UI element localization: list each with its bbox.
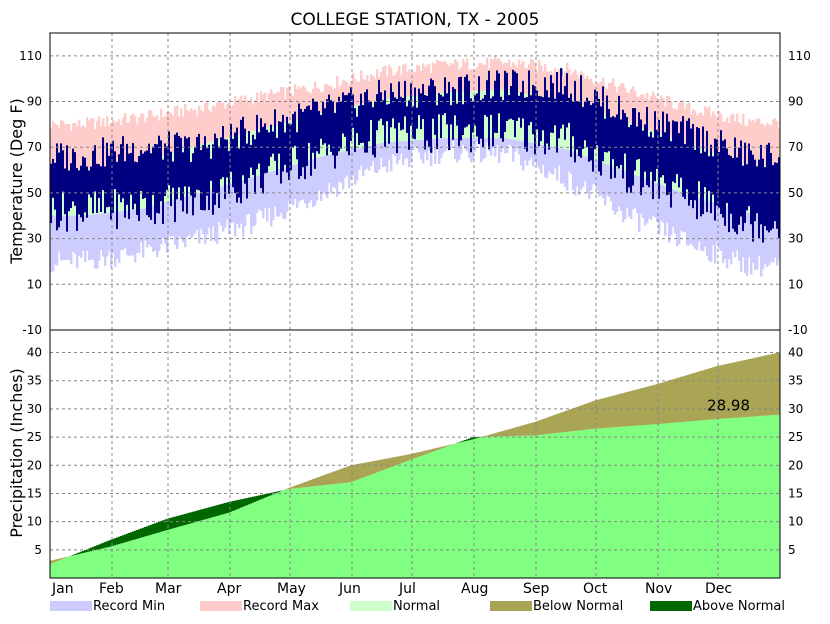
precip-tick-label-right: 15 <box>788 486 803 500</box>
precip-tick-label-left: 20 <box>27 458 42 472</box>
temp-tick-label-right: 50 <box>788 186 803 200</box>
legend-swatch <box>650 601 692 611</box>
month-label: Jan <box>51 581 74 597</box>
precip-tick-label-right: 35 <box>788 374 803 388</box>
temp-tick-label-left: 30 <box>27 232 42 246</box>
precip-tick-label-right: 40 <box>788 346 803 360</box>
legend-swatch <box>350 601 392 611</box>
precip-tick-label-left: 30 <box>27 402 42 416</box>
precip-tick-label-left: 5 <box>34 543 42 557</box>
precipitation-axis-label: Precipitation (Inches) <box>7 368 26 538</box>
legend-label: Normal <box>393 599 440 614</box>
month-label: Apr <box>217 581 241 597</box>
temp-tick-label-right: 110 <box>788 49 811 63</box>
year-total-label: 28.98 <box>707 397 750 415</box>
precip-tick-label-left: 25 <box>27 430 42 444</box>
month-label: May <box>277 581 306 597</box>
month-label: Sep <box>523 581 550 597</box>
temp-tick-label-right: 30 <box>788 232 803 246</box>
temp-tick-label-right: 10 <box>788 277 803 291</box>
month-label: Aug <box>461 581 488 597</box>
precip-tick-label-right: 10 <box>788 515 803 529</box>
temp-tick-label-right: 70 <box>788 140 803 154</box>
temp-tick-label-left: 50 <box>27 186 42 200</box>
legend-label: Above Normal <box>693 599 785 614</box>
precip-tick-label-left: 40 <box>27 346 42 360</box>
legend-label: Record Min <box>93 599 165 614</box>
month-label: Jun <box>338 581 361 597</box>
precip-tick-label-right: 20 <box>788 458 803 472</box>
precip-tick-label-left: 35 <box>27 374 42 388</box>
legend-swatch <box>200 601 242 611</box>
chart-title: COLLEGE STATION, TX - 2005 <box>291 10 540 30</box>
legend: Record Min Record Max Normal Below Normal Ab… <box>50 599 785 614</box>
precip-tick-label-right: 25 <box>788 430 803 444</box>
month-label: Dec <box>705 581 732 597</box>
temp-tick-label-left: 90 <box>27 95 42 109</box>
precip-tick-label-right: 30 <box>788 402 803 416</box>
precip-tick-label-left: 15 <box>27 486 42 500</box>
precip-tick-label-right: 5 <box>788 543 796 557</box>
month-label: Mar <box>155 581 182 597</box>
legend-swatch <box>490 601 532 611</box>
temperature-axis-label: Temperature (Deg F) <box>7 98 26 265</box>
temp-tick-label-left: 110 <box>19 49 42 63</box>
temp-tick-label-left: -10 <box>22 323 42 337</box>
temp-tick-label-right: -10 <box>788 323 808 337</box>
legend-swatch <box>50 601 92 611</box>
temperature-panel <box>50 56 780 276</box>
temp-tick-label-right: 90 <box>788 95 803 109</box>
temp-tick-label-left: 70 <box>27 140 42 154</box>
legend-label: Record Max <box>243 599 319 614</box>
month-label: Nov <box>645 581 672 597</box>
month-label: Oct <box>583 581 608 597</box>
legend-label: Below Normal <box>533 599 623 614</box>
temp-tick-label-left: 10 <box>27 277 42 291</box>
precip-tick-label-left: 10 <box>27 515 42 529</box>
month-label: Jul <box>398 581 416 597</box>
month-label: Feb <box>99 581 124 597</box>
